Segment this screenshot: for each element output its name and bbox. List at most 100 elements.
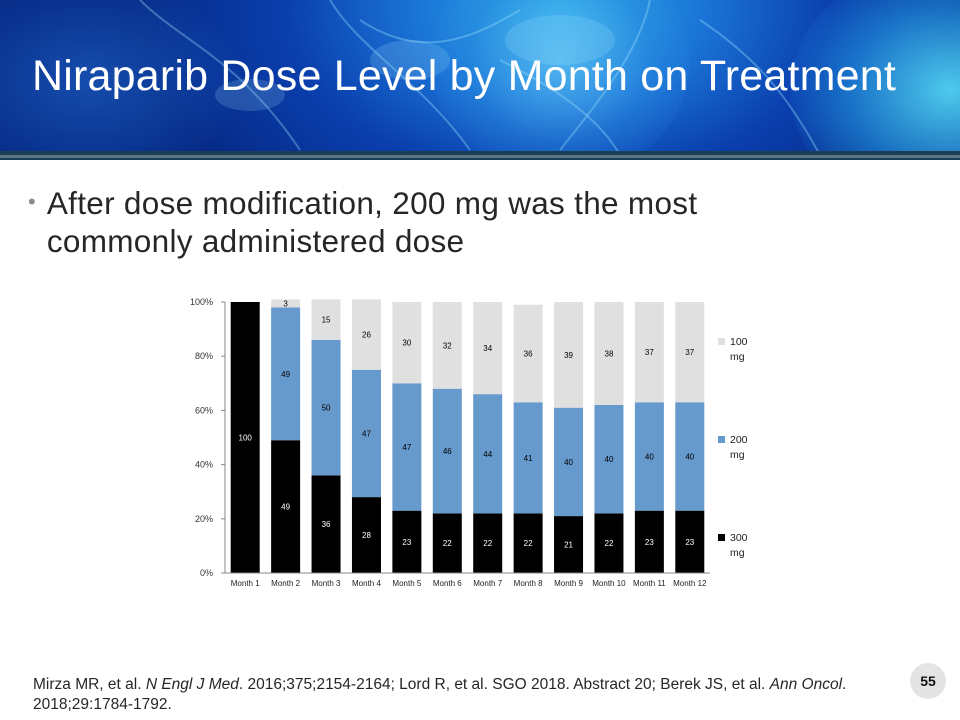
- data-label: 21: [564, 541, 573, 550]
- bar-segment: [432, 513, 462, 573]
- bar-segment: [473, 302, 503, 395]
- bar-segment: [554, 302, 584, 408]
- data-label: 28: [362, 531, 371, 540]
- bar-segment: [594, 404, 624, 514]
- data-label: 30: [402, 339, 411, 348]
- bar-segment: [594, 302, 624, 405]
- data-label: 40: [685, 452, 694, 461]
- citation-part: . 2016;375;2154-2164; Lord R, et al. SGO…: [238, 676, 770, 693]
- bar-segment: [513, 304, 543, 403]
- bullet-dot-icon: •: [28, 189, 36, 214]
- bar-segment: [392, 302, 422, 384]
- data-label: 41: [524, 454, 533, 463]
- bar-segment: [271, 440, 301, 573]
- data-label: 22: [524, 539, 533, 548]
- data-label: 22: [483, 539, 492, 548]
- data-label: 22: [443, 539, 452, 548]
- bar-segment: [311, 339, 341, 476]
- bar-segment: [311, 475, 341, 573]
- bar-segment: [554, 407, 584, 517]
- bar-segment: [634, 510, 664, 573]
- bar-segment: [675, 510, 705, 573]
- data-label: 49: [281, 503, 290, 512]
- x-tick-label: Month 1: [231, 579, 260, 588]
- bar-segment: [634, 402, 664, 511]
- x-tick-label: Month 12: [673, 579, 707, 588]
- bar-segment: [271, 307, 301, 441]
- bar-segment: [634, 302, 664, 403]
- page-number: 55: [910, 663, 946, 699]
- x-tick-label: Month 11: [633, 579, 666, 588]
- x-tick-label: Month 7: [473, 579, 502, 588]
- bar-segment: [554, 516, 584, 573]
- stacked-bar-chart: 0% 20% 40% 60% 80% 100% 100 Month 1 49 49 3 Month 2…: [190, 297, 748, 588]
- x-tick-label: Month 4: [352, 579, 381, 588]
- data-label: 23: [645, 538, 654, 547]
- data-label: 50: [322, 404, 331, 413]
- data-label: 44: [483, 450, 492, 459]
- bullet-point: • After dose modification, 200 mg was th…: [28, 184, 828, 260]
- legend-label: mg: [730, 449, 745, 461]
- legend-label: 200: [730, 434, 748, 446]
- data-label: 40: [645, 452, 654, 461]
- bar-segment: [513, 513, 543, 573]
- bar-segment: [311, 299, 341, 340]
- x-tick-label: Month 9: [554, 579, 583, 588]
- legend-label: mg: [730, 547, 745, 559]
- title-banner: [0, 0, 960, 155]
- legend-swatch: [718, 436, 725, 443]
- data-label: 15: [322, 316, 331, 325]
- banner-glow: [790, 0, 960, 155]
- legend-label: mg: [730, 351, 745, 363]
- y-tick-label: 60%: [195, 405, 213, 415]
- x-tick-label: Month 3: [312, 579, 341, 588]
- legend-label: 300: [730, 532, 748, 544]
- data-label: 26: [362, 331, 371, 340]
- bullet-text: After dose modification, 200 mg was the …: [46, 185, 698, 259]
- data-label: 36: [322, 520, 331, 529]
- citation-journal: Ann Oncol: [769, 676, 843, 693]
- data-label: 3: [283, 299, 288, 308]
- citation: Mirza MR, et al. N Engl J Med. 2016;375;…: [33, 675, 913, 715]
- x-tick-label: Month 10: [592, 579, 626, 588]
- data-label: 22: [605, 539, 614, 548]
- y-tick-label: 0%: [200, 568, 213, 578]
- banner-glow: [0, 0, 240, 155]
- banner-glow: [430, 0, 690, 155]
- y-tick-label: 20%: [195, 514, 213, 524]
- banner-divider-highlight: [0, 155, 960, 158]
- data-label: 36: [524, 349, 533, 358]
- bar-segment: [432, 302, 462, 389]
- data-label: 34: [483, 344, 492, 353]
- data-label: 37: [685, 348, 694, 357]
- bar-segment: [271, 299, 301, 308]
- bar-segment: [675, 402, 705, 511]
- data-label: 100: [239, 434, 253, 443]
- bar-segment: [392, 510, 422, 573]
- legend-swatch: [718, 534, 725, 541]
- x-tick-label: Month 5: [392, 579, 421, 588]
- bar-segment: [513, 402, 543, 514]
- bar-segment: [675, 302, 705, 403]
- banner-anatomy-graphic: [139, 0, 821, 155]
- data-label: 37: [645, 348, 654, 357]
- data-label: 38: [605, 349, 614, 358]
- y-tick-label: 100%: [190, 297, 213, 307]
- x-tick-label: Month 6: [433, 579, 462, 588]
- bar-segment: [351, 299, 381, 370]
- bar-segment: [473, 394, 503, 514]
- data-label: 40: [564, 458, 573, 467]
- citation-part: . 2018;29:1784-1792.: [33, 676, 847, 713]
- slide-title: Niraparib Dose Level by Month on Treatme…: [32, 52, 897, 100]
- bar-segment: [351, 369, 381, 498]
- y-tick-label: 40%: [195, 460, 213, 470]
- data-label: 23: [402, 538, 411, 547]
- bar-segment: [230, 302, 260, 573]
- citation-part: Mirza MR, et al.: [33, 676, 146, 693]
- data-label: 47: [402, 443, 411, 452]
- citation-journal: N Engl J Med: [145, 676, 239, 693]
- bar-segment: [432, 388, 462, 514]
- bar-segment: [392, 383, 422, 511]
- x-tick-label: Month 8: [514, 579, 543, 588]
- bar-segment: [473, 513, 503, 573]
